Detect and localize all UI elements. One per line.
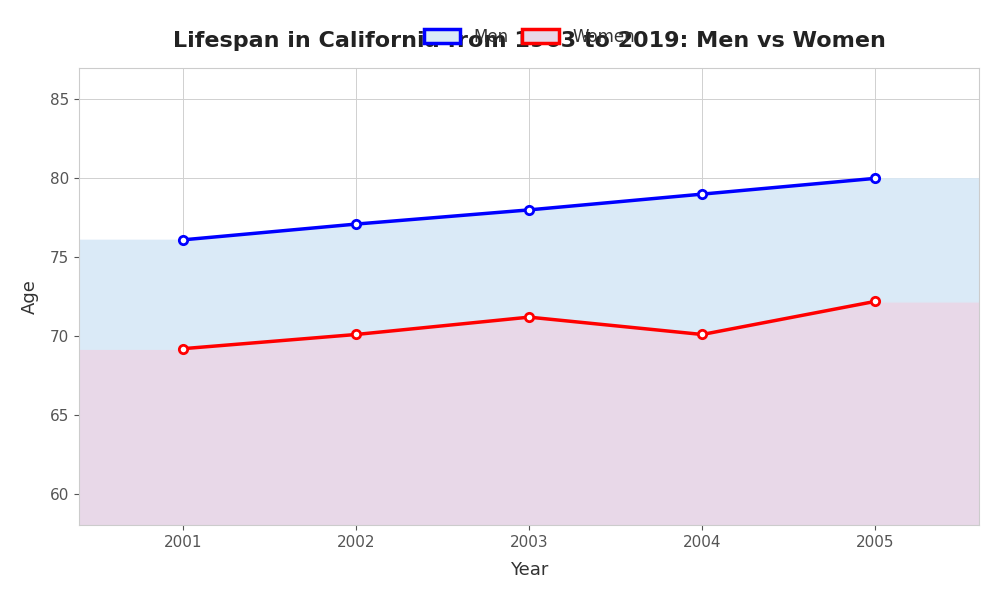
Title: Lifespan in California from 1963 to 2019: Men vs Women: Lifespan in California from 1963 to 2019…: [173, 31, 886, 51]
Legend: Men, Women: Men, Women: [417, 22, 641, 53]
Y-axis label: Age: Age: [21, 279, 39, 314]
X-axis label: Year: Year: [510, 561, 548, 579]
